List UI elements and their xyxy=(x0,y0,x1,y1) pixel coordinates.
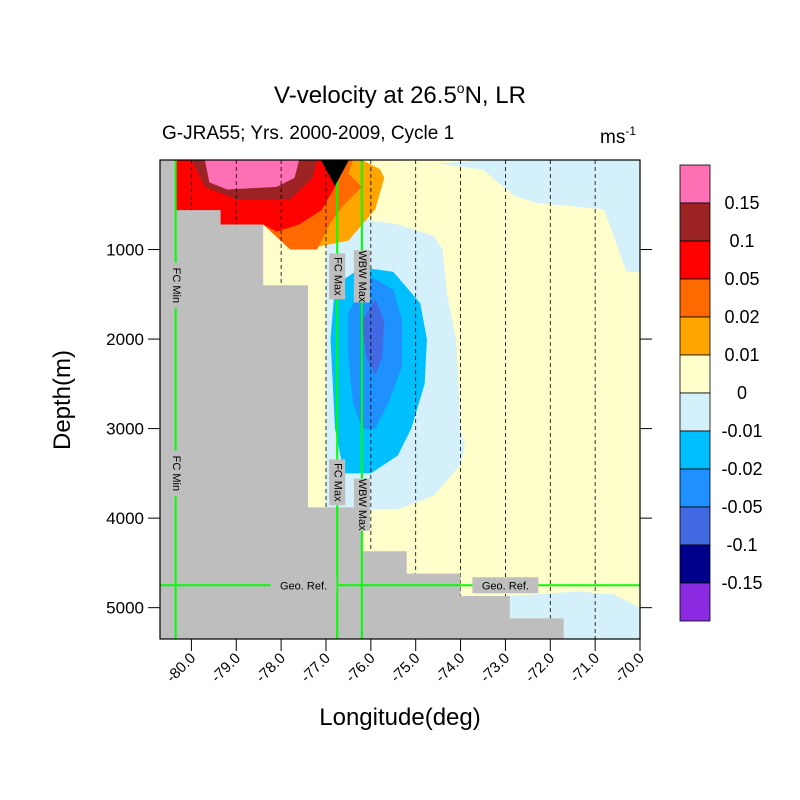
contour-lightblue xyxy=(438,160,640,272)
geo-ref-label: Geo. Ref. xyxy=(280,580,327,592)
colorbar-swatch xyxy=(679,202,711,242)
colorbar-swatch xyxy=(679,544,711,584)
plot-area: FC Min FC Min FC Max FC Max WBW Max WBW Max Ge… xyxy=(160,160,640,639)
reference-lines: FC Min FC Min FC Max FC Max WBW Max WBW Max Ge… xyxy=(160,160,640,639)
y-axis: 1000 2000 3000 4000 5000 xyxy=(106,241,652,618)
colorbar-label: 0.02 xyxy=(724,307,759,327)
colorbar-swatch xyxy=(679,430,711,470)
colorbar-swatch xyxy=(679,316,711,356)
colorbar: 0.15 0.1 0.05 0.02 0.01 0 -0.01 -0.02 -0.05 -0.1 -… xyxy=(679,164,763,622)
colorbar-swatch xyxy=(679,582,711,622)
chart-subtitle: G-JRA55; Yrs. 2000-2009, Cycle 1 xyxy=(162,123,454,144)
x-tick-label: -79.0 xyxy=(208,650,244,686)
units-label: ms-1 xyxy=(600,124,636,148)
x-tick-label: -75.0 xyxy=(387,650,423,686)
colorbar-label: -0.15 xyxy=(721,573,762,593)
colorbar-swatch xyxy=(679,468,711,508)
ref-line-label: FC Min xyxy=(170,268,182,303)
colorbar-label: 0.05 xyxy=(724,269,759,289)
geo-ref-label-bg xyxy=(270,577,337,594)
colorbar-label: 0.01 xyxy=(724,345,759,365)
section-marker xyxy=(320,160,349,186)
colorbar-label: -0.1 xyxy=(726,535,757,555)
x-axis: -80.0 -79.0 -78.0 -77.0 -76.0 -75.0 -74.0 -73.0… xyxy=(163,639,648,686)
ref-line-label-bg xyxy=(329,253,346,300)
colorbar-label: 0.1 xyxy=(729,231,754,251)
ref-line-label: FC Max xyxy=(331,463,343,502)
colorbar-swatch xyxy=(679,278,711,318)
y-tick-label: 5000 xyxy=(106,599,144,618)
x-tick-label: -77.0 xyxy=(298,650,334,686)
x-tick-label: -73.0 xyxy=(477,650,513,686)
colorbar-swatch xyxy=(679,392,711,432)
ref-line-label: FC Min xyxy=(170,456,182,491)
colorbar-swatch xyxy=(679,164,711,204)
ref-line-label-bg xyxy=(353,478,370,531)
geo-ref-label: Geo. Ref. xyxy=(482,580,529,592)
ref-line-label: WBW Max xyxy=(356,479,368,531)
x-axis-label: Longitude(deg) xyxy=(319,704,480,731)
x-tick-label: -71.0 xyxy=(567,650,603,686)
y-tick-label: 1000 xyxy=(106,241,144,260)
colorbar-label: -0.05 xyxy=(721,497,762,517)
ref-line-label-bg xyxy=(329,459,346,506)
bathymetry-land xyxy=(160,160,564,639)
x-tick-label: -76.0 xyxy=(342,650,378,686)
colorbar-swatch xyxy=(679,354,711,394)
contour-lightblue xyxy=(509,591,640,639)
y-tick-label: 2000 xyxy=(106,330,144,349)
plot-frame xyxy=(159,159,641,640)
ref-line-label-bg xyxy=(353,250,370,303)
ref-line-label-bg xyxy=(167,450,184,497)
geo-ref-label-bg xyxy=(472,577,539,594)
colorbar-label: -0.01 xyxy=(721,421,762,441)
x-tick-label: -74.0 xyxy=(432,650,468,686)
colorbar-label: -0.02 xyxy=(721,459,762,479)
chart-title: V-velocity at 26.5oN, LR xyxy=(274,80,526,109)
ref-line-label: WBW Max xyxy=(356,250,368,302)
y-axis-label: Depth(m) xyxy=(49,350,76,450)
colorbar-label: 0 xyxy=(737,383,747,403)
y-tick-label: 3000 xyxy=(106,420,144,439)
contour-royalblue xyxy=(361,298,385,375)
x-tick-label: -72.0 xyxy=(522,650,558,686)
x-tick-label: -70.0 xyxy=(612,650,648,686)
colorbar-swatch xyxy=(679,240,711,280)
y-tick-label: 4000 xyxy=(106,509,144,528)
colorbar-label: 0.15 xyxy=(724,193,759,213)
x-tick-label: -78.0 xyxy=(253,650,289,686)
ref-line-label: FC Max xyxy=(331,257,343,296)
x-tick-label: -80.0 xyxy=(163,650,199,686)
contour-pink xyxy=(204,160,300,190)
ref-line-label-bg xyxy=(167,262,184,309)
colorbar-swatch xyxy=(679,506,711,546)
